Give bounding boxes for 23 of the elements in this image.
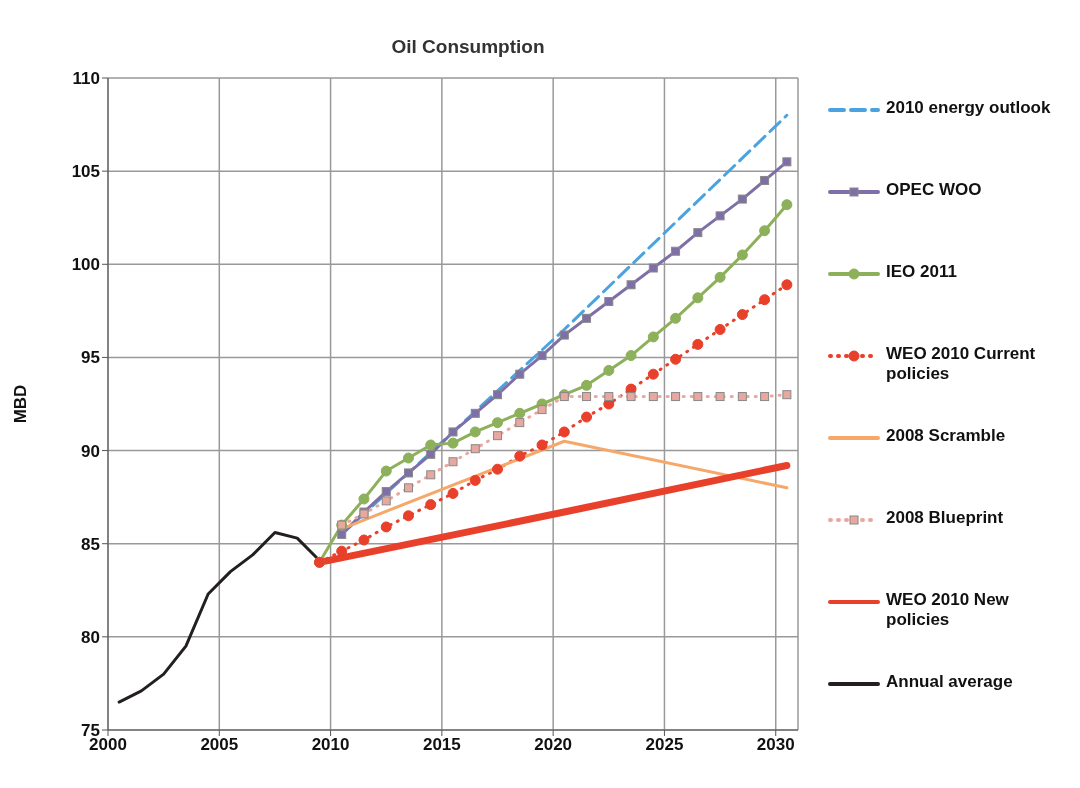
chart-title: Oil Consumption xyxy=(390,36,546,58)
legend-label: WEO 2010 Current policies xyxy=(886,344,1037,384)
y-axis-title: MBD xyxy=(11,384,31,424)
x-tick-label: 2010 xyxy=(311,735,350,755)
y-tick-label: 80 xyxy=(81,627,100,647)
y-tick-label: 95 xyxy=(81,348,100,368)
legend-label: Annual average xyxy=(886,672,1014,692)
x-tick-label: 2030 xyxy=(756,735,795,755)
x-tick-label: 2020 xyxy=(534,735,573,755)
y-tick-label: 90 xyxy=(81,441,100,461)
x-tick-label: 2015 xyxy=(422,735,461,755)
x-tick-label: 2005 xyxy=(200,735,239,755)
x-tick-label: 2025 xyxy=(645,735,684,755)
legend-label: OPEC WOO xyxy=(886,180,983,200)
y-tick-label: 105 xyxy=(71,162,100,182)
y-tick-label: 100 xyxy=(71,255,100,275)
legend-label: 2008 Blueprint xyxy=(886,508,1005,528)
y-tick-label: 85 xyxy=(81,534,100,554)
legend-label: 2008 Scramble xyxy=(886,426,1007,446)
y-tick-label: 110 xyxy=(72,69,100,89)
legend-label: 2010 energy outlook xyxy=(886,98,1052,118)
legend-label: IEO 2011 xyxy=(886,262,958,282)
legend-label: WEO 2010 New policies xyxy=(886,590,1010,630)
